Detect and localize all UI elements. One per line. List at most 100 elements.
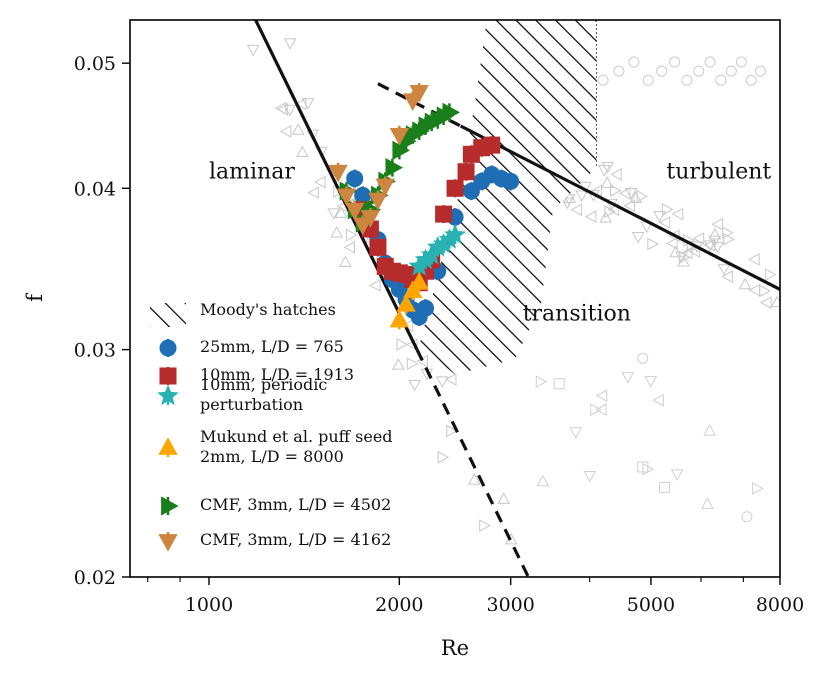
background-marker: [670, 469, 684, 481]
reference-line-1: [415, 348, 530, 577]
background-marker: [741, 511, 753, 523]
turbulent-label: turbulent: [666, 160, 771, 185]
background-marker: [343, 241, 355, 254]
background-marker: [637, 352, 649, 364]
data-point: [368, 192, 388, 211]
background-marker: [759, 284, 771, 298]
legend-marker: [158, 437, 178, 455]
background-marker: [468, 473, 481, 485]
background-marker: [765, 268, 777, 282]
legend-label: 10mm, periodic: [200, 375, 327, 394]
background-marker: [715, 74, 727, 86]
background-marker: [642, 74, 654, 86]
background-marker: [675, 251, 688, 264]
y-axis-label: f: [23, 292, 47, 302]
background-marker: [659, 481, 671, 493]
data-point: [369, 238, 387, 256]
background-marker: [618, 187, 631, 200]
data-point: [442, 102, 461, 123]
background-marker: [671, 207, 684, 221]
background-marker: [708, 235, 722, 248]
x-tick-label: 5000: [627, 594, 675, 616]
background-marker: [754, 65, 766, 77]
legend-entry-6: CMF, 3mm, L/D = 4162: [158, 530, 391, 552]
background-marker: [770, 295, 780, 308]
background-marker: [590, 184, 603, 198]
background-marker: [283, 38, 297, 50]
series-3: [389, 272, 429, 330]
background-marker: [658, 216, 671, 229]
background-marker: [628, 56, 640, 68]
background-marker: [748, 283, 761, 297]
background-marker: [738, 277, 752, 290]
legend-label: Moody's hatches: [200, 300, 336, 319]
background-marker: [745, 74, 757, 86]
data-point: [457, 163, 475, 181]
data-point: [502, 172, 520, 190]
background-marker: [334, 206, 348, 218]
background-marker: [595, 403, 607, 416]
background-marker: [307, 186, 319, 199]
background-marker: [613, 65, 625, 77]
y-tick-label: 0.05: [74, 53, 116, 75]
region-labels: laminar turbulent transition: [209, 160, 771, 327]
background-marker: [642, 462, 654, 476]
background-marker: [669, 245, 682, 258]
legend-marker: [159, 339, 177, 357]
background-marker: [688, 245, 701, 258]
background-marker: [296, 145, 309, 158]
legend-label: perturbation: [200, 395, 303, 414]
background-marker: [609, 184, 622, 197]
legend-entry-0: Moody's hatches: [150, 300, 336, 327]
background-marker: [703, 240, 717, 252]
reference-line-2: [459, 124, 780, 291]
legend: Moody's hatches 25mm, L/D = 765 10mm, L/D …: [150, 300, 393, 552]
background-marker: [629, 191, 643, 204]
background-marker: [408, 379, 421, 392]
background-marker: [759, 296, 772, 309]
background-marker: [711, 217, 724, 231]
background-marker: [396, 338, 409, 351]
y-tick-label: 0.03: [74, 340, 116, 362]
background-marker: [666, 237, 678, 250]
background-marker: [369, 279, 381, 292]
background-marker: [752, 482, 764, 495]
background-marker: [330, 226, 344, 238]
transition-label: transition: [523, 301, 631, 326]
background-marker: [624, 187, 638, 200]
background-marker: [536, 474, 550, 487]
background-marker: [406, 357, 419, 371]
background-marker: [497, 492, 511, 504]
background-marker: [279, 125, 292, 138]
laminar-label: laminar: [209, 160, 295, 185]
background-marker: [647, 237, 659, 251]
background-marker: [610, 168, 622, 181]
background-marker: [704, 56, 716, 68]
data-point: [435, 205, 453, 223]
legend-label: CMF, 3mm, L/D = 4162: [200, 530, 391, 549]
background-marker: [717, 264, 731, 276]
background-marker: [479, 519, 491, 532]
background-marker: [621, 372, 635, 384]
background-marker: [338, 255, 352, 268]
background-marker: [652, 393, 664, 407]
background-marker: [553, 378, 565, 390]
moody-hatch-region: [419, 20, 597, 375]
background-marker: [583, 470, 597, 483]
data-point: [360, 210, 381, 228]
background-marker: [748, 253, 760, 266]
background-marker: [631, 232, 645, 244]
background-marker: [607, 203, 620, 217]
data-point: [346, 170, 364, 188]
data-point: [396, 294, 416, 312]
background-marker: [563, 191, 576, 203]
axes: 1000 2000 3000 5000 8000 0.02 0.03 0.04 0.05: [74, 53, 804, 616]
data-point: [446, 179, 464, 197]
background-marker: [678, 250, 691, 264]
x-tick-label: 2000: [375, 594, 423, 616]
legend-label: CMF, 3mm, L/D = 4502: [200, 495, 391, 514]
data-point: [417, 299, 435, 317]
data-point: [483, 136, 501, 154]
